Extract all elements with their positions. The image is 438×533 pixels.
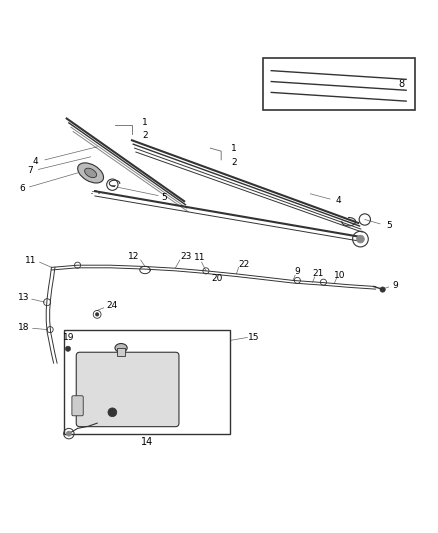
Text: 24: 24 xyxy=(107,301,118,310)
Text: 4: 4 xyxy=(336,196,342,205)
Text: 6: 6 xyxy=(19,184,25,192)
Text: 18: 18 xyxy=(18,323,30,332)
Text: 9: 9 xyxy=(294,267,300,276)
Text: 14: 14 xyxy=(141,437,153,447)
Bar xyxy=(117,348,125,356)
Circle shape xyxy=(380,287,385,292)
Text: 13: 13 xyxy=(18,293,30,302)
Text: 10: 10 xyxy=(334,271,346,280)
Circle shape xyxy=(65,346,71,351)
Text: 8: 8 xyxy=(399,79,405,88)
Text: 5: 5 xyxy=(162,193,167,202)
Text: 22: 22 xyxy=(239,260,250,269)
Text: 11: 11 xyxy=(194,253,205,262)
Text: 19: 19 xyxy=(63,333,74,342)
Text: 2: 2 xyxy=(142,132,148,140)
Circle shape xyxy=(66,431,71,436)
Text: 2: 2 xyxy=(231,158,237,166)
Text: 19: 19 xyxy=(81,339,92,348)
Ellipse shape xyxy=(78,163,103,183)
Text: 16: 16 xyxy=(150,407,162,416)
Ellipse shape xyxy=(115,344,127,352)
Circle shape xyxy=(357,235,364,243)
Text: 5: 5 xyxy=(386,221,392,230)
Text: 15: 15 xyxy=(248,333,260,342)
Text: 1: 1 xyxy=(142,118,148,127)
Text: 11: 11 xyxy=(25,256,37,265)
Text: 17: 17 xyxy=(152,419,164,427)
FancyBboxPatch shape xyxy=(72,396,83,416)
Text: 9: 9 xyxy=(392,281,398,290)
Bar xyxy=(262,58,415,110)
Text: 21: 21 xyxy=(313,269,324,278)
Text: 23: 23 xyxy=(180,253,192,261)
Circle shape xyxy=(95,313,99,316)
Text: 1: 1 xyxy=(231,144,237,154)
Ellipse shape xyxy=(85,168,97,177)
Text: 4: 4 xyxy=(32,157,38,166)
Text: 7: 7 xyxy=(27,166,32,175)
Bar xyxy=(64,329,230,434)
Text: 12: 12 xyxy=(128,253,140,261)
FancyBboxPatch shape xyxy=(76,352,179,426)
Text: 20: 20 xyxy=(211,274,223,282)
Circle shape xyxy=(108,408,117,417)
